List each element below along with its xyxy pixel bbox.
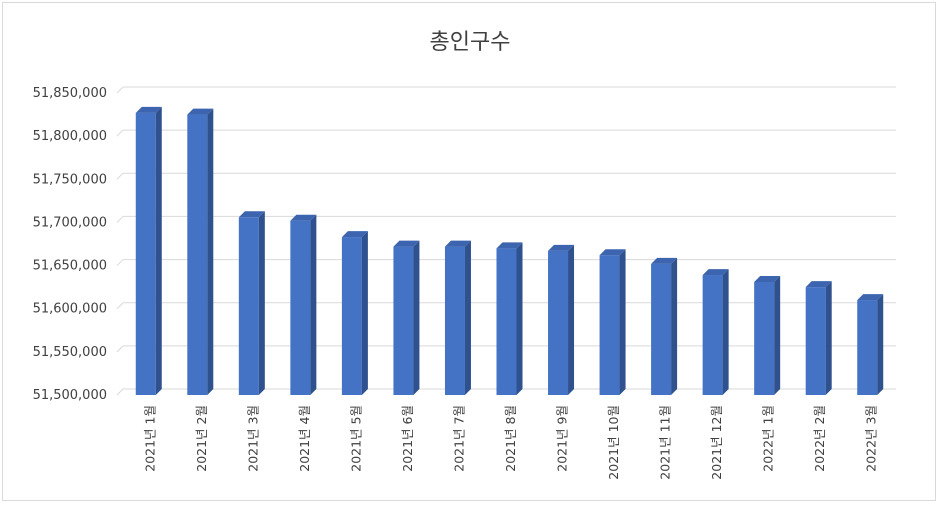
y-tick-label: 51,700,000 xyxy=(33,215,107,230)
bar-top xyxy=(702,269,729,276)
bar-front xyxy=(393,246,414,395)
bar-top xyxy=(599,249,626,256)
bar-front xyxy=(702,275,723,395)
bar-top xyxy=(393,240,420,247)
bar xyxy=(599,249,626,395)
gridline-slant xyxy=(116,172,124,180)
bar xyxy=(187,108,214,396)
bar xyxy=(444,240,471,395)
bar-top xyxy=(290,214,317,221)
bar-side xyxy=(413,240,420,395)
bar-top xyxy=(754,275,781,282)
bar-front xyxy=(187,114,208,396)
bar-top xyxy=(548,244,575,251)
bar-front xyxy=(341,237,362,395)
gridline-slant xyxy=(116,216,124,223)
x-category-label: 2022년 3월 xyxy=(864,405,879,472)
bar-front xyxy=(857,300,878,395)
bar-front xyxy=(548,250,569,395)
x-category-label: 2022년 1월 xyxy=(761,405,776,472)
gridline-slant xyxy=(116,129,124,137)
bar-side xyxy=(722,269,729,395)
bar xyxy=(548,244,575,395)
bar-front xyxy=(135,112,156,396)
bar xyxy=(238,211,265,395)
gridline-slant xyxy=(116,259,124,266)
bar-side xyxy=(619,249,626,395)
y-tick-label: 51,500,000 xyxy=(33,388,107,403)
gridline-slant xyxy=(116,345,124,353)
x-category-label: 2021년 8월 xyxy=(503,405,518,472)
bar-top xyxy=(341,231,368,238)
gridline-slant xyxy=(116,86,124,94)
bar-top xyxy=(805,281,832,288)
x-category-label: 2021년 5월 xyxy=(348,405,363,472)
bar xyxy=(702,269,729,395)
bar-top xyxy=(444,240,471,247)
bar-top xyxy=(187,108,214,115)
bar xyxy=(754,275,781,395)
y-tick-label: 51,800,000 xyxy=(33,129,107,144)
y-tick-label: 51,650,000 xyxy=(33,259,107,274)
x-category-label: 2021년 9월 xyxy=(555,405,570,472)
x-category-label: 2021년 4월 xyxy=(297,405,312,472)
bar-side xyxy=(155,106,162,396)
bar-front xyxy=(290,220,311,395)
bar-side xyxy=(568,244,575,395)
bar-side xyxy=(207,108,214,396)
bar-top xyxy=(135,106,162,113)
bar-chart: 총인구수 51,500,000 51,550,000 51,600,000 51,65… xyxy=(33,30,896,480)
bar xyxy=(135,106,162,396)
bar xyxy=(341,231,368,395)
bar-front xyxy=(805,287,826,395)
x-category-label: 2021년 3월 xyxy=(245,405,260,472)
y-tick-label: 51,550,000 xyxy=(33,345,107,360)
x-axis-category-labels: 2021년 1월 2021년 2월 2021년 3월 2021년 4월 2021년 5월… xyxy=(142,405,878,480)
bar-side xyxy=(671,257,678,395)
bar-side xyxy=(464,240,471,395)
bar-side xyxy=(258,211,265,395)
x-category-label: 2021년 11월 xyxy=(658,405,673,480)
bar-front xyxy=(754,281,775,395)
bars xyxy=(135,106,884,396)
bar-side xyxy=(774,275,781,395)
bar xyxy=(496,242,523,395)
bar-side xyxy=(361,231,368,395)
bar-front xyxy=(238,217,259,395)
bar-front xyxy=(651,263,672,395)
bar-side xyxy=(877,294,884,395)
bar xyxy=(290,214,317,395)
bar-side xyxy=(825,281,832,395)
x-category-label: 2022년 2월 xyxy=(812,405,827,472)
bar-side xyxy=(516,242,523,395)
bar-front xyxy=(599,255,620,395)
bar-top xyxy=(857,294,884,301)
bar-side xyxy=(310,214,317,395)
gridline-slant xyxy=(116,388,124,396)
y-tick-label: 51,750,000 xyxy=(33,172,107,187)
x-category-label: 2021년 10월 xyxy=(606,405,621,480)
bar-front xyxy=(496,248,517,395)
x-category-label: 2021년 7월 xyxy=(451,405,466,472)
bar xyxy=(805,281,832,395)
y-axis-tick-labels: 51,500,000 51,550,000 51,600,000 51,650,000… xyxy=(33,86,107,403)
bar-front xyxy=(444,246,465,395)
bar xyxy=(393,240,420,395)
gridline-slant xyxy=(116,302,124,310)
x-category-label: 2021년 6월 xyxy=(400,405,415,472)
bar-top xyxy=(238,211,265,218)
bar-top xyxy=(496,242,523,249)
y-tick-label: 51,850,000 xyxy=(33,86,107,101)
x-category-label: 2021년 2월 xyxy=(194,405,209,472)
chart-title: 총인구수 xyxy=(430,30,511,55)
x-category-label: 2021년 1월 xyxy=(142,405,157,472)
bar xyxy=(651,257,678,395)
bar xyxy=(857,294,884,395)
bar-top xyxy=(651,257,678,264)
x-category-label: 2021년 12월 xyxy=(709,405,724,480)
y-tick-label: 51,600,000 xyxy=(33,302,107,317)
